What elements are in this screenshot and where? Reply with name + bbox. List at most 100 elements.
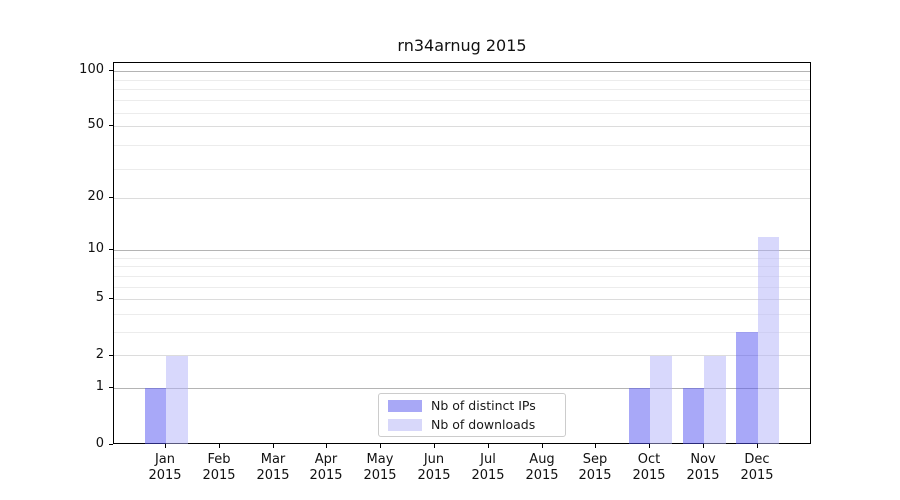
bar-downloads bbox=[166, 355, 188, 445]
x-tick-mark bbox=[380, 444, 381, 448]
chart-title: rn34arnug 2015 bbox=[397, 36, 527, 55]
minor-gridline bbox=[114, 100, 810, 101]
x-tick-year: 2015 bbox=[148, 468, 182, 483]
x-tick-label: Nov 2015 bbox=[671, 452, 735, 484]
x-tick-year: 2015 bbox=[309, 468, 343, 483]
y-tick-mark bbox=[109, 249, 113, 250]
x-tick-mark bbox=[595, 444, 596, 448]
x-tick-month: Jan bbox=[154, 452, 176, 467]
minor-gridline bbox=[114, 287, 810, 288]
bar-distinct-ips bbox=[144, 388, 166, 445]
gridline bbox=[114, 299, 810, 300]
y-tick-label: 20 bbox=[87, 189, 104, 204]
minor-gridline bbox=[114, 258, 810, 259]
bar-distinct-ips bbox=[628, 388, 651, 445]
major-gridline bbox=[114, 71, 810, 72]
minor-gridline bbox=[114, 80, 810, 81]
x-tick-year: 2015 bbox=[740, 468, 774, 483]
bar-distinct-ips bbox=[682, 388, 704, 445]
x-tick-year: 2015 bbox=[525, 468, 559, 483]
y-tick-mark bbox=[109, 387, 113, 388]
bar-downloads bbox=[757, 236, 780, 445]
x-tick-label: Apr 2015 bbox=[294, 452, 358, 484]
x-tick-mark bbox=[165, 444, 166, 448]
gridline bbox=[114, 355, 810, 356]
y-tick-mark bbox=[109, 444, 113, 445]
major-gridline bbox=[114, 388, 810, 389]
legend-swatch-downloads bbox=[388, 418, 422, 431]
major-gridline bbox=[114, 250, 810, 251]
x-tick-year: 2015 bbox=[578, 468, 612, 483]
x-tick-mark bbox=[649, 444, 650, 448]
minor-gridline bbox=[114, 314, 810, 315]
plot-area bbox=[113, 62, 811, 445]
minor-gridline bbox=[114, 332, 810, 333]
x-tick-month: Apr bbox=[314, 452, 338, 467]
x-tick-month: Nov bbox=[690, 452, 716, 467]
bar-downloads bbox=[704, 355, 726, 445]
x-tick-month: Jul bbox=[480, 452, 496, 467]
gridline bbox=[114, 126, 810, 127]
x-tick-mark bbox=[273, 444, 274, 448]
minor-gridline bbox=[114, 113, 810, 114]
y-tick-label: 5 bbox=[95, 290, 104, 305]
gridline bbox=[114, 198, 810, 199]
y-tick-mark bbox=[109, 355, 113, 356]
x-tick-mark bbox=[219, 444, 220, 448]
y-tick-mark bbox=[109, 197, 113, 198]
y-tick-label: 10 bbox=[87, 241, 104, 256]
x-tick-month: Sep bbox=[582, 452, 608, 467]
x-tick-label: Feb 2015 bbox=[187, 452, 251, 484]
legend-item-distinct-ips: Nb of distinct IPs bbox=[388, 398, 556, 413]
x-tick-year: 2015 bbox=[632, 468, 666, 483]
y-tick-label: 2 bbox=[95, 347, 104, 362]
minor-gridline bbox=[114, 169, 810, 170]
y-tick-mark bbox=[109, 125, 113, 126]
x-tick-year: 2015 bbox=[417, 468, 451, 483]
x-tick-month: Jun bbox=[423, 452, 445, 467]
x-tick-label: Jan 2015 bbox=[133, 452, 197, 484]
x-tick-month: May bbox=[366, 452, 394, 467]
minor-gridline bbox=[114, 276, 810, 277]
minor-gridline bbox=[114, 89, 810, 90]
x-tick-mark bbox=[703, 444, 704, 448]
x-tick-month: Oct bbox=[637, 452, 661, 467]
y-tick-mark bbox=[109, 70, 113, 71]
x-tick-month: Aug bbox=[529, 452, 555, 467]
x-tick-mark bbox=[434, 444, 435, 448]
x-tick-mark bbox=[542, 444, 543, 448]
legend-label-distinct-ips: Nb of distinct IPs bbox=[431, 398, 536, 413]
minor-gridline bbox=[114, 266, 810, 267]
legend: Nb of distinct IPs Nb of downloads bbox=[378, 393, 566, 437]
x-tick-year: 2015 bbox=[363, 468, 397, 483]
y-tick-label: 50 bbox=[87, 117, 104, 132]
x-tick-label: Jul 2015 bbox=[456, 452, 520, 484]
x-tick-year: 2015 bbox=[471, 468, 505, 483]
x-tick-year: 2015 bbox=[202, 468, 236, 483]
legend-label-downloads: Nb of downloads bbox=[431, 417, 536, 432]
x-tick-month: Dec bbox=[744, 452, 770, 467]
x-tick-label: Mar 2015 bbox=[241, 452, 305, 484]
y-tick-label: 0 bbox=[95, 436, 104, 451]
y-tick-label: 1 bbox=[95, 379, 104, 394]
x-tick-mark bbox=[326, 444, 327, 448]
x-tick-mark bbox=[488, 444, 489, 448]
legend-item-downloads: Nb of downloads bbox=[388, 417, 556, 432]
legend-swatch-distinct-ips bbox=[388, 399, 422, 412]
x-tick-label: Aug 2015 bbox=[510, 452, 574, 484]
x-tick-label: Oct 2015 bbox=[617, 452, 681, 484]
x-tick-month: Mar bbox=[260, 452, 286, 467]
y-tick-label: 100 bbox=[79, 62, 104, 77]
y-tick-mark bbox=[109, 298, 113, 299]
x-tick-label: Dec 2015 bbox=[725, 452, 789, 484]
bar-downloads bbox=[650, 355, 672, 445]
x-tick-label: Sep 2015 bbox=[563, 452, 627, 484]
x-tick-year: 2015 bbox=[686, 468, 720, 483]
x-tick-label: May 2015 bbox=[348, 452, 412, 484]
bar-distinct-ips bbox=[736, 332, 758, 445]
minor-gridline bbox=[114, 145, 810, 146]
x-tick-mark bbox=[757, 444, 758, 448]
x-tick-year: 2015 bbox=[256, 468, 290, 483]
x-tick-month: Feb bbox=[207, 452, 231, 467]
